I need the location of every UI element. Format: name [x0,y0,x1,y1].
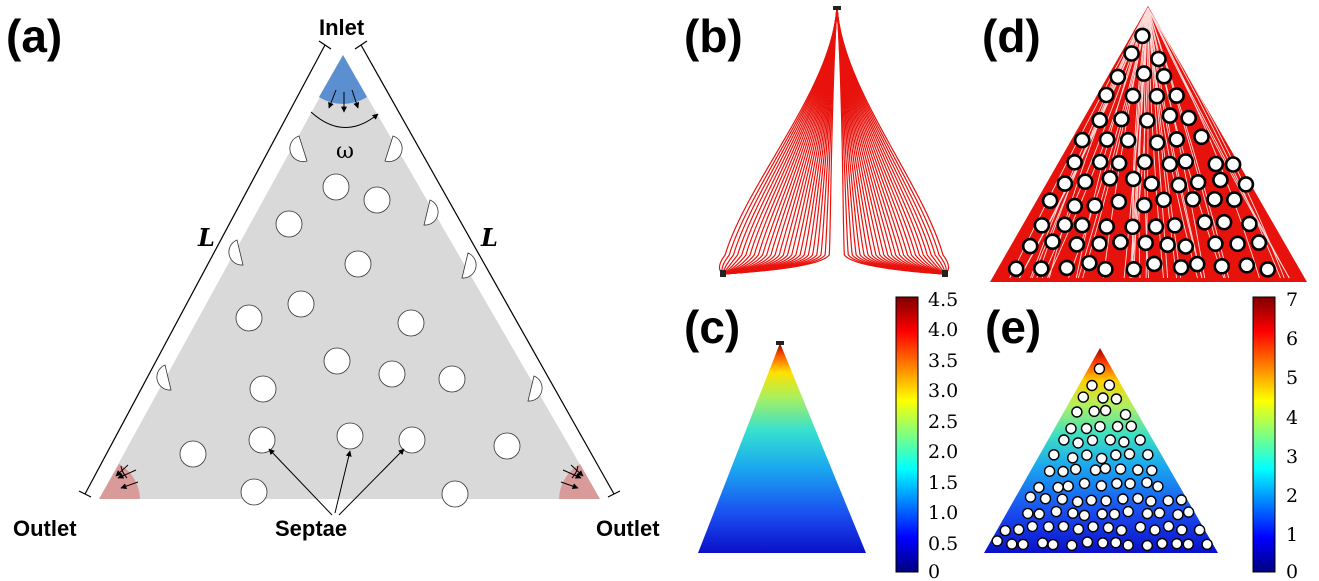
septae-d [1007,27,1276,278]
pressure-field-c [698,343,866,553]
panel-d: (d) [982,6,1307,282]
streamline-field-d [990,6,1307,282]
septae-circles [179,173,521,508]
tick-c-6: 1.5 [928,472,958,494]
tick-e-4: 4 [1286,407,1298,429]
panel-label-b: (b) [684,10,743,62]
tick-e-0: 0 [1286,561,1298,581]
panel-label-d: (d) [982,10,1041,62]
inlet-arrows [328,89,360,113]
tick-e-6: 6 [1286,328,1298,350]
inlet-label: Inlet [319,15,365,40]
side-length-left: L [197,223,215,252]
panel-label-c: (c) [684,301,740,353]
side-lines [78,40,621,498]
colorbar-c [895,296,919,573]
panel-b: (b) [684,6,950,277]
wall-septae [156,135,543,402]
inlet-sector [319,55,367,104]
tick-c-7: 1.0 [928,502,958,524]
outlet-right-label: Outlet [596,516,660,541]
panel-a: (a) [6,10,660,541]
domain-triangle [99,55,600,499]
septae-pointers [268,448,405,516]
omega-arc [310,111,379,128]
tick-c-1: 4.0 [928,319,958,341]
tick-e-3: 3 [1286,446,1298,468]
outlet-left-label: Outlet [13,516,77,541]
tick-c-3: 3.0 [928,380,958,402]
colorbar-c-ticks: 4.5 4.0 3.5 3.0 2.5 2.0 1.5 1.0 0.5 0 [928,289,958,581]
panel-c: (c) 4.5 4.0 3.5 3.0 2.5 2.0 1.5 1.0 0.5 … [684,289,958,581]
tick-c-0: 4.5 [928,289,958,311]
tick-c-9: 0 [928,561,940,581]
tick-c-8: 0.5 [928,533,958,555]
tick-c-4: 2.5 [928,411,958,433]
panel-label-a: (a) [6,10,62,62]
colorbar-e-ticks: 7 6 5 4 3 2 1 0 [1286,289,1298,581]
side-length-right: L [480,223,498,252]
tick-c-5: 2.0 [928,441,958,463]
tick-e-2: 2 [1286,485,1298,507]
panel-label-e: (e) [985,301,1041,353]
panel-e: (e) 7 6 5 4 3 2 1 0 [984,289,1298,581]
colorbar-e [1252,296,1276,573]
septae-e [991,363,1213,552]
omega-label: ω [336,139,354,164]
tick-e-1: 1 [1286,524,1298,546]
tick-e-7: 7 [1286,289,1298,311]
septae-label: Septae [275,516,347,541]
tick-e-5: 5 [1286,367,1298,389]
streamlines [718,7,950,275]
pressure-field-e [984,348,1218,553]
tick-c-2: 3.5 [928,350,958,372]
